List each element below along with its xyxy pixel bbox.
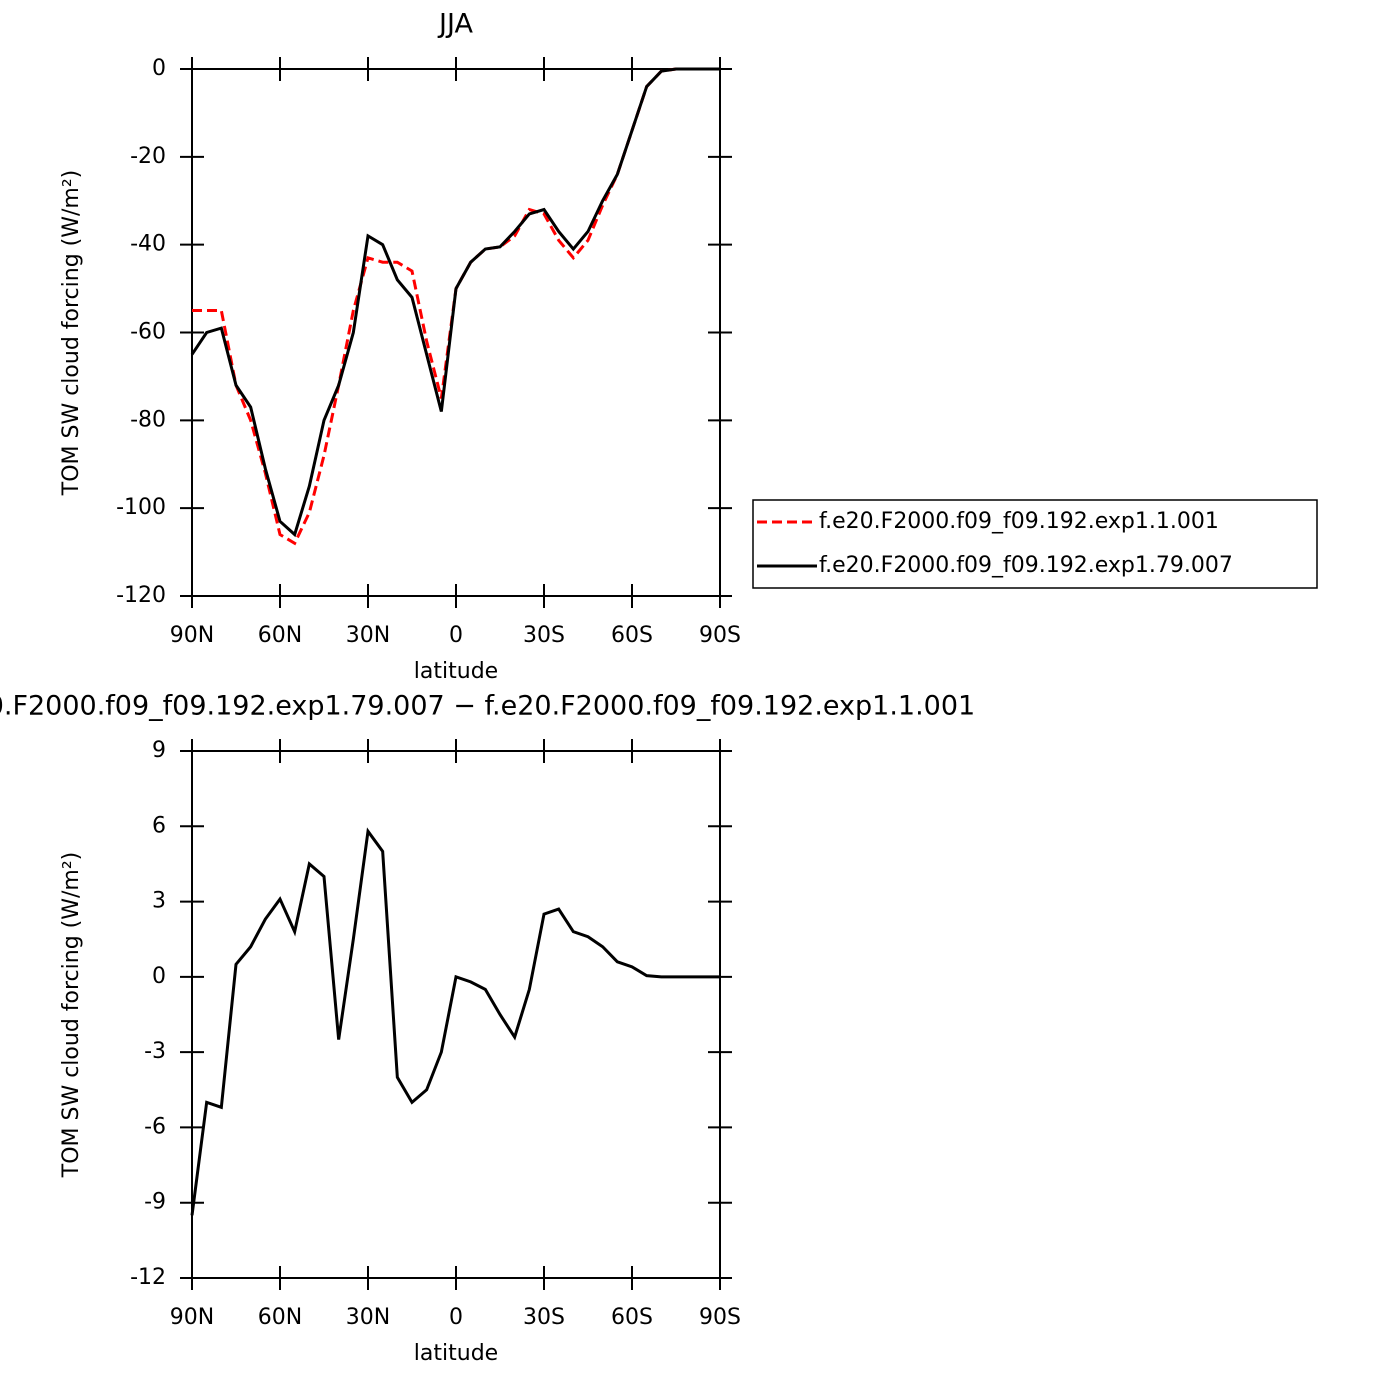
y-axis-label: TOM SW cloud forcing (W/m²) <box>59 170 84 496</box>
x-tick-label: 90N <box>170 1305 214 1330</box>
y-tick-label: -40 <box>130 232 166 257</box>
y-tick-label: 0 <box>152 964 166 989</box>
y-tick-label: -100 <box>116 495 166 520</box>
legend-label: f.e20.F2000.f09_f09.192.exp1.79.007 <box>819 553 1233 578</box>
y-tick-label: 9 <box>152 738 166 763</box>
y-tick-label: 6 <box>152 813 166 838</box>
x-tick-label: 30S <box>523 623 565 648</box>
x-tick-label: 30S <box>523 1305 565 1330</box>
y-tick-label: -20 <box>130 144 166 169</box>
series-line <box>192 67 720 546</box>
y-tick-label: 3 <box>152 889 166 914</box>
x-tick-label: 60N <box>258 1305 302 1330</box>
y-axis-label: TOM SW cloud forcing (W/m²) <box>59 852 84 1178</box>
y-tick-label: -80 <box>130 407 166 432</box>
x-tick-label: 90N <box>170 623 214 648</box>
y-tick-label: -12 <box>130 1265 166 1290</box>
y-tick-label: -9 <box>144 1190 166 1215</box>
x-tick-label: 60S <box>611 623 653 648</box>
series-line <box>190 827 720 1216</box>
y-tick-label: -6 <box>144 1114 166 1139</box>
x-tick-label: 60N <box>258 623 302 648</box>
chart-title: f.e20.F2000.f09_f09.192.exp1.79.007 − f.… <box>0 691 975 722</box>
y-tick-label: -60 <box>130 320 166 345</box>
series-line <box>190 67 720 538</box>
legend-label: f.e20.F2000.f09_f09.192.exp1.1.001 <box>819 509 1219 534</box>
y-tick-label: 0 <box>152 56 166 81</box>
legend-box <box>752 499 1318 589</box>
x-tick-label: 30N <box>346 1305 390 1330</box>
x-tick-label: 90S <box>699 1305 741 1330</box>
x-axis-label: latitude <box>414 659 498 684</box>
y-tick-label: -3 <box>144 1039 166 1064</box>
x-tick-label: 90S <box>699 623 741 648</box>
x-tick-label: 0 <box>449 1305 463 1330</box>
x-tick-label: 30N <box>346 623 390 648</box>
plot-frame <box>191 68 721 597</box>
chart-title: JJA <box>437 9 473 40</box>
x-tick-label: 60S <box>611 1305 653 1330</box>
x-axis-label: latitude <box>414 1341 498 1366</box>
x-tick-label: 0 <box>449 623 463 648</box>
y-tick-label: -120 <box>116 583 166 608</box>
plot-frame <box>191 750 721 1279</box>
